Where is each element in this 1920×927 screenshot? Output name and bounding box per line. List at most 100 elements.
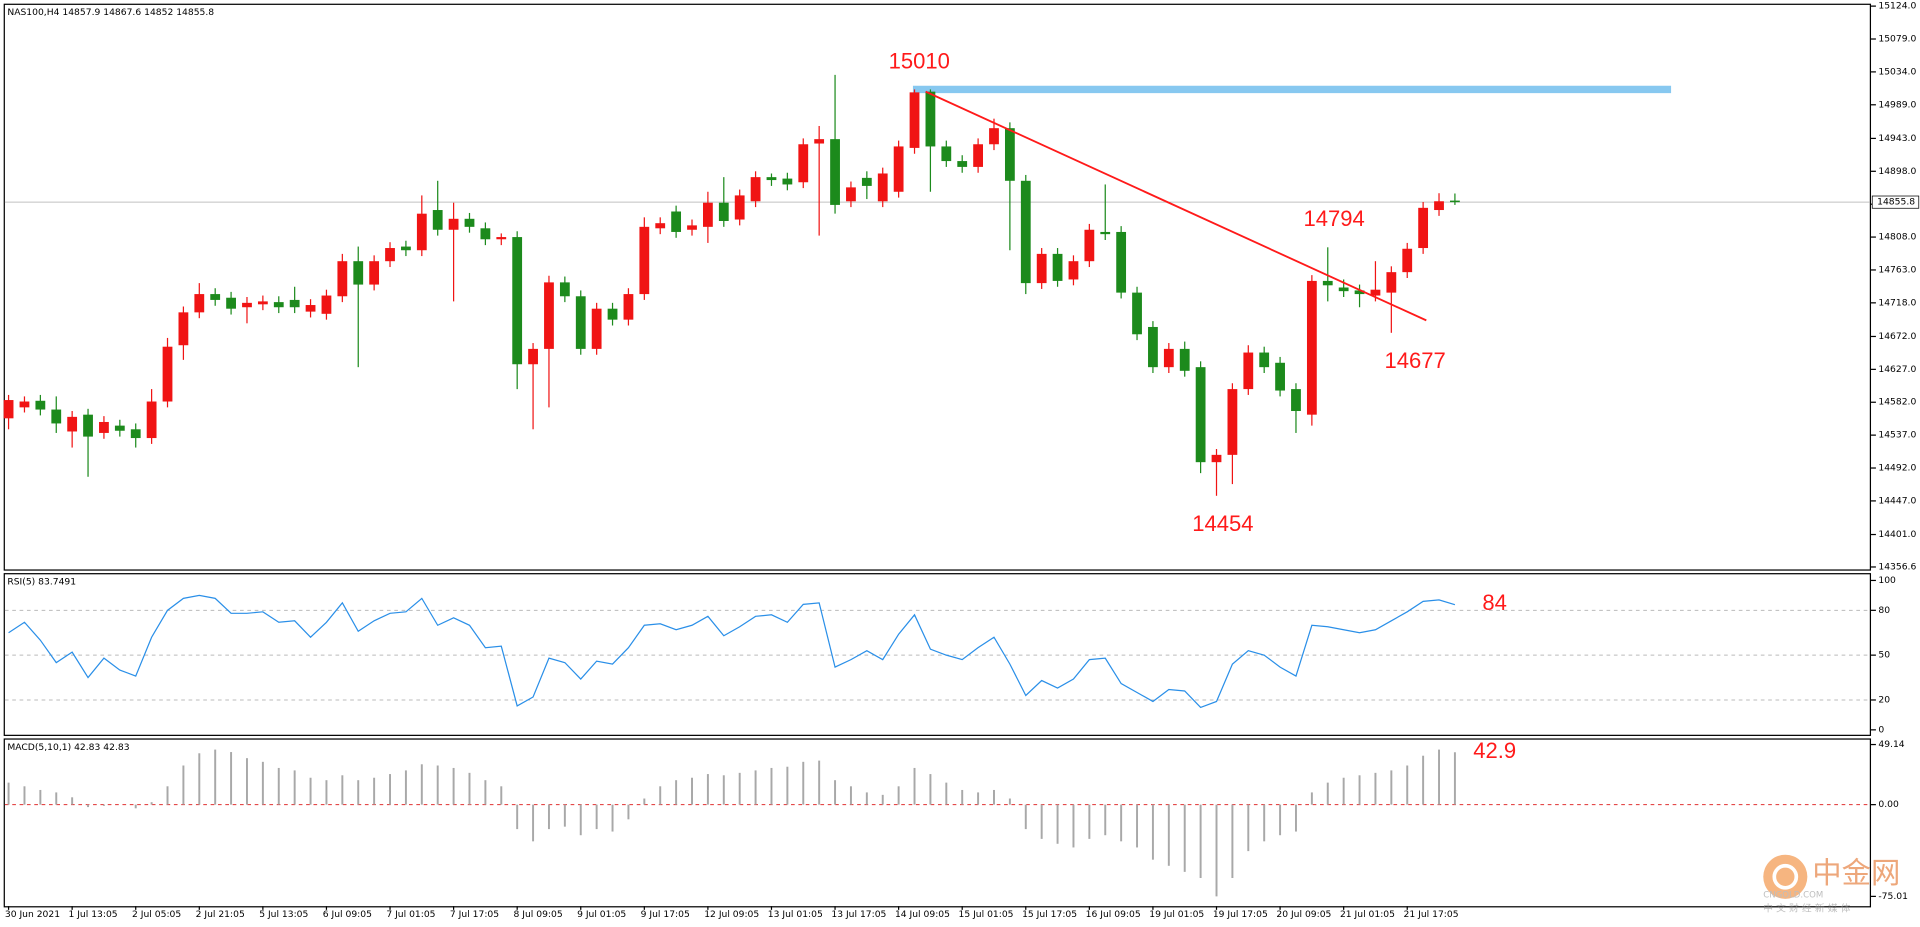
candle-body bbox=[1386, 272, 1397, 293]
candle-body bbox=[242, 302, 252, 308]
candle-body bbox=[369, 261, 380, 285]
candle-body bbox=[766, 177, 777, 181]
macd-panel bbox=[3, 738, 1872, 908]
trendline bbox=[925, 90, 1427, 322]
y-tick-label: 14672.0 bbox=[1878, 331, 1916, 342]
candle-body bbox=[226, 297, 236, 309]
candle-body bbox=[1259, 352, 1270, 368]
current-price-box bbox=[1871, 195, 1920, 209]
candle-body bbox=[130, 429, 141, 439]
candle-body bbox=[480, 228, 491, 240]
candle-body bbox=[35, 400, 46, 410]
rsi-panel bbox=[3, 573, 1872, 736]
x-tick-label: 15 Jul 17:05 bbox=[1022, 909, 1077, 920]
x-tick-label: 20 Jul 09:05 bbox=[1276, 909, 1331, 920]
x-tick-label: 19 Jul 01:05 bbox=[1149, 909, 1204, 920]
candle-body bbox=[559, 282, 570, 297]
candle-body bbox=[337, 261, 348, 297]
logo bbox=[1763, 854, 1808, 899]
y-tick-label: 15124.0 bbox=[1878, 1, 1916, 12]
x-tick-label: 19 Jul 17:05 bbox=[1213, 909, 1268, 920]
candle-body bbox=[655, 223, 666, 229]
candle-body bbox=[1370, 289, 1381, 296]
candle-body bbox=[305, 305, 316, 312]
annotation: 42.9 bbox=[1473, 738, 1516, 763]
candle-body bbox=[162, 346, 173, 402]
y-tick-label: 14401.0 bbox=[1878, 529, 1916, 540]
y-tick-label: 14582.0 bbox=[1878, 397, 1916, 408]
watermark: 中金网 CNGOLD.COM 中 文 财 经 新 媒 体 bbox=[1763, 854, 1900, 915]
y-tick-label: 50 bbox=[1878, 650, 1890, 661]
candle-body bbox=[925, 91, 936, 147]
candle-body bbox=[973, 144, 983, 167]
watermark-slogan: 中 文 财 经 新 媒 体 bbox=[1763, 902, 1850, 915]
main-panel bbox=[3, 3, 1872, 571]
candle-body bbox=[3, 400, 14, 419]
candle-body bbox=[1211, 454, 1222, 463]
annotation: 15010 bbox=[889, 48, 950, 73]
candle-body bbox=[146, 401, 157, 439]
candle-body bbox=[1132, 292, 1142, 335]
y-tick-label: 14718.0 bbox=[1878, 297, 1916, 308]
candle-body bbox=[83, 414, 93, 437]
y-tick-label: 14627.0 bbox=[1878, 364, 1916, 375]
candle-body bbox=[496, 237, 507, 240]
annotation: 84 bbox=[1482, 590, 1507, 615]
y-tick-label: 14898.0 bbox=[1878, 166, 1916, 177]
panel-title: MACD(5,10,1) 42.83 42.83 bbox=[7, 741, 129, 752]
candle-body bbox=[353, 261, 364, 285]
candle-body bbox=[1116, 231, 1127, 293]
ohlc-value: 14855.8 bbox=[176, 7, 214, 18]
x-tick-label: 2 Jul 05:05 bbox=[132, 909, 181, 920]
title-text: RSI(5) bbox=[7, 576, 35, 587]
annotation: 14454 bbox=[1192, 511, 1253, 536]
current-price-label: 14855.8 bbox=[1877, 197, 1915, 208]
y-tick-label: 49.14 bbox=[1878, 739, 1904, 750]
y-tick-label: 14763.0 bbox=[1878, 264, 1916, 275]
candle-body bbox=[1179, 348, 1190, 371]
candle-body bbox=[1450, 200, 1460, 203]
x-tick-label: 15 Jul 01:05 bbox=[959, 909, 1014, 920]
annotation: 14794 bbox=[1303, 206, 1364, 231]
y-tick-label: -75.01 bbox=[1878, 891, 1908, 902]
candle-body bbox=[512, 237, 523, 365]
candle-body bbox=[1275, 362, 1285, 391]
logo-mark bbox=[1772, 863, 1799, 890]
candle-body bbox=[273, 302, 284, 308]
candle-body bbox=[1148, 326, 1158, 368]
candle-body bbox=[1291, 389, 1301, 412]
panel-title: NAS100,H4 14857.9 14867.6 14852 14855.8 bbox=[7, 7, 214, 18]
candle-body bbox=[1036, 253, 1047, 284]
x-tick-label: 21 Jul 01:05 bbox=[1340, 909, 1395, 920]
x-tick-label: 7 Jul 01:05 bbox=[386, 909, 435, 920]
candle-body bbox=[1243, 352, 1254, 390]
candle-body bbox=[1004, 128, 1015, 181]
candle-body bbox=[178, 312, 189, 346]
last-value: 42.83 bbox=[74, 741, 100, 752]
candle-body bbox=[1068, 261, 1079, 280]
candle-body bbox=[1418, 207, 1429, 249]
candle-body bbox=[1052, 253, 1063, 281]
y-tick-label: 80 bbox=[1878, 605, 1890, 616]
y-tick-label: 14356.6 bbox=[1878, 561, 1916, 572]
y-tick-label: 14492.0 bbox=[1878, 463, 1916, 474]
candle-body bbox=[703, 202, 713, 227]
candle-body bbox=[19, 401, 30, 408]
candle-body bbox=[99, 421, 109, 433]
candle-body bbox=[416, 213, 427, 251]
candle-body bbox=[750, 177, 761, 202]
candle-body bbox=[639, 226, 650, 295]
x-tick-label: 9 Jul 01:05 bbox=[577, 909, 626, 920]
x-tick-label: 9 Jul 17:05 bbox=[641, 909, 690, 920]
watermark-name: 中金网 bbox=[1812, 856, 1900, 890]
candle-body bbox=[289, 299, 300, 308]
y-tick-label: 15034.0 bbox=[1878, 66, 1916, 77]
candle-body bbox=[321, 295, 332, 314]
candle-body bbox=[830, 139, 840, 205]
candle-body bbox=[257, 301, 268, 305]
candle-body bbox=[51, 409, 62, 424]
candle-body bbox=[448, 218, 459, 230]
candle-body bbox=[1402, 248, 1413, 273]
ohlc-value: 14857.9 bbox=[62, 7, 100, 18]
